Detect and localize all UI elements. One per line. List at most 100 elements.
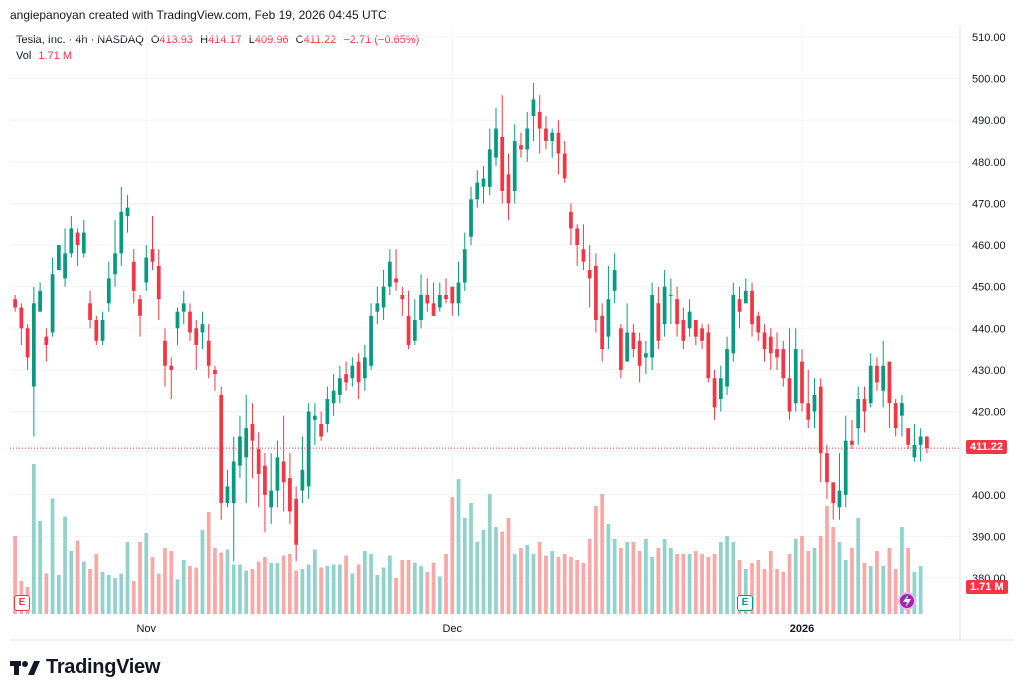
- candle: [200, 311, 205, 350]
- candle: [250, 403, 255, 479]
- volume-bar: [762, 569, 767, 614]
- earnings-marker[interactable]: E: [14, 595, 30, 611]
- candle: [687, 299, 692, 337]
- volume-bar: [13, 536, 17, 614]
- candle-body: [175, 311, 180, 329]
- candle-body: [231, 461, 236, 504]
- candle-body: [743, 290, 748, 304]
- candle: [231, 436, 236, 562]
- volume-bar: [637, 551, 642, 614]
- volume-bar: [469, 503, 473, 614]
- volume-bar: [406, 560, 411, 614]
- candle-body: [806, 403, 811, 420]
- candle-body: [812, 394, 817, 412]
- price-tick-label: 400.00: [972, 490, 1006, 502]
- candle-body: [900, 403, 904, 416]
- candle-body: [693, 319, 698, 337]
- candle: [188, 303, 192, 341]
- earnings-marker[interactable]: E: [737, 595, 753, 611]
- candle: [44, 328, 49, 362]
- volume-bar: [419, 566, 423, 614]
- candle: [206, 324, 211, 379]
- price-tick-label: 430.00: [972, 365, 1006, 377]
- candle: [812, 378, 817, 429]
- volume-bar: [775, 569, 779, 614]
- volume-bar: [256, 561, 261, 614]
- volume-bar: [800, 536, 804, 614]
- volume-label[interactable]: Vol: [16, 50, 32, 62]
- candle: [731, 282, 736, 362]
- volume-bar: [481, 530, 486, 614]
- candle: [419, 274, 423, 329]
- volume-bar: [219, 552, 224, 614]
- candle: [650, 282, 654, 370]
- volume-bar: [206, 512, 211, 614]
- candle: [843, 415, 848, 508]
- price-tick-label: 480.00: [972, 157, 1006, 169]
- candle-body: [481, 178, 486, 187]
- candle: [437, 282, 442, 312]
- volume-bar: [562, 554, 567, 614]
- volume-bar: [856, 518, 861, 614]
- volume-bar: [912, 572, 917, 614]
- volume-bar: [225, 549, 230, 614]
- candle: [550, 128, 555, 158]
- candle: [175, 307, 180, 345]
- candle: [150, 215, 155, 271]
- candle: [868, 353, 873, 408]
- lightning-icon[interactable]: [898, 592, 916, 610]
- volume-bar: [600, 494, 605, 614]
- volume-bar: [812, 548, 817, 614]
- candle-body: [281, 461, 286, 483]
- candle-body: [631, 332, 636, 350]
- price-tick-label: 390.00: [972, 531, 1006, 543]
- candle-body: [843, 440, 848, 495]
- candle: [562, 141, 567, 183]
- candle-body: [375, 303, 380, 312]
- candle: [425, 278, 430, 312]
- volume-bar: [850, 548, 854, 614]
- volume-bar: [787, 554, 792, 614]
- candle-body: [656, 303, 661, 341]
- candle-body: [668, 295, 673, 297]
- candle-body: [537, 111, 542, 129]
- candlesticks: [13, 82, 929, 562]
- candle: [925, 435, 929, 454]
- candle: [369, 303, 373, 370]
- candle: [75, 228, 80, 266]
- candle-body: [400, 295, 405, 300]
- volume-bar: [306, 564, 311, 614]
- volume-bar: [356, 564, 361, 614]
- candle-body: [144, 257, 149, 283]
- volume-bar: [281, 555, 286, 614]
- brand-logo[interactable]: TradingView: [10, 656, 160, 679]
- candle-body: [250, 424, 255, 441]
- volume-bar: [150, 557, 155, 614]
- candle-body: [306, 411, 311, 487]
- candle-body: [156, 265, 161, 300]
- volume-bar: [31, 464, 36, 614]
- volume-bar: [806, 551, 811, 614]
- candle: [625, 303, 630, 362]
- candle-body: [687, 311, 692, 329]
- volume-bar: [275, 563, 280, 614]
- volume-bar: [75, 540, 80, 614]
- candle: [906, 428, 911, 449]
- candle-body: [856, 399, 861, 429]
- candle-body: [25, 328, 30, 358]
- volume-bar: [381, 567, 386, 614]
- candle-body: [637, 340, 642, 366]
- candle-body: [862, 399, 867, 412]
- candle-body: [756, 315, 761, 333]
- volume-bar: [400, 560, 405, 614]
- low-label: L: [248, 34, 255, 46]
- candle: [125, 195, 130, 233]
- candle: [806, 369, 811, 429]
- volume-bar: [425, 572, 430, 614]
- volume-value: 1.71 M: [38, 50, 72, 62]
- candle: [756, 311, 761, 341]
- candle-body: [88, 303, 92, 320]
- candle: [575, 224, 580, 266]
- volume-bar: [875, 551, 879, 614]
